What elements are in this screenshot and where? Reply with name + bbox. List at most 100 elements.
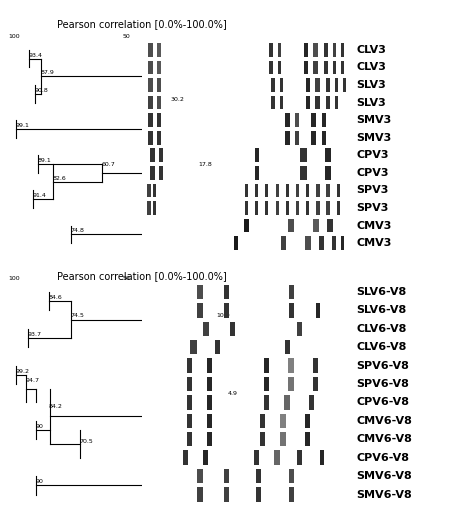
Bar — [316, 183, 320, 197]
Bar — [280, 414, 286, 428]
Bar — [313, 61, 319, 75]
Text: 100: 100 — [8, 276, 20, 281]
Bar — [288, 218, 294, 232]
Bar — [245, 201, 248, 215]
Bar — [146, 183, 151, 197]
Bar — [316, 201, 320, 215]
Text: 89.1: 89.1 — [38, 158, 52, 163]
Bar — [326, 78, 330, 92]
Text: SPV6-V8: SPV6-V8 — [356, 379, 410, 389]
Bar — [326, 183, 330, 197]
Bar — [278, 43, 281, 57]
Bar — [333, 43, 336, 57]
Bar — [333, 61, 336, 75]
Bar — [256, 487, 261, 502]
Bar — [215, 340, 220, 354]
Bar — [255, 183, 258, 197]
Bar — [203, 322, 209, 336]
Text: SPV3: SPV3 — [356, 203, 389, 213]
Bar — [234, 236, 238, 250]
Bar — [309, 395, 314, 410]
Bar — [224, 487, 228, 502]
Bar — [260, 432, 265, 447]
Bar — [157, 43, 161, 57]
Bar — [256, 469, 261, 483]
Text: CLV3: CLV3 — [356, 45, 386, 55]
Text: Pearson correlation [0.0%-100.0%]: Pearson correlation [0.0%-100.0%] — [57, 271, 227, 281]
Bar — [191, 340, 197, 354]
Bar — [157, 61, 161, 75]
Text: SPV3: SPV3 — [356, 186, 389, 195]
Bar — [148, 96, 153, 109]
Bar — [297, 450, 302, 465]
Bar — [286, 201, 289, 215]
Text: CMV6-V8: CMV6-V8 — [356, 434, 412, 444]
Bar — [157, 113, 161, 127]
Bar — [264, 358, 269, 373]
Text: CPV3: CPV3 — [356, 168, 389, 178]
Bar — [153, 201, 156, 215]
Bar — [187, 414, 192, 428]
Bar — [324, 61, 328, 75]
Bar — [157, 131, 161, 144]
Text: 74.8: 74.8 — [70, 228, 84, 233]
Bar — [296, 201, 299, 215]
Bar — [313, 358, 319, 373]
Bar — [306, 96, 310, 109]
Bar — [207, 432, 212, 447]
Bar — [187, 377, 192, 391]
Bar — [315, 96, 320, 109]
Bar — [197, 303, 203, 318]
Bar — [343, 78, 346, 92]
Text: 50: 50 — [123, 34, 130, 40]
Text: SMV3: SMV3 — [356, 133, 392, 143]
Bar — [207, 358, 212, 373]
Bar — [278, 61, 281, 75]
Bar — [313, 43, 319, 57]
Bar — [306, 183, 309, 197]
Bar — [183, 450, 188, 465]
Bar — [207, 395, 212, 410]
Bar — [332, 236, 336, 250]
Bar — [303, 43, 308, 57]
Text: 99.1: 99.1 — [16, 123, 29, 128]
Bar — [301, 149, 307, 162]
Text: SLV6-V8: SLV6-V8 — [356, 305, 407, 315]
Bar — [150, 166, 155, 180]
Bar — [280, 96, 283, 109]
Bar — [197, 469, 203, 483]
Bar — [224, 469, 228, 483]
Bar — [322, 131, 326, 144]
Bar — [285, 113, 290, 127]
Text: 100: 100 — [8, 34, 20, 40]
Text: 50: 50 — [123, 276, 130, 281]
Bar — [328, 218, 333, 232]
Bar — [324, 43, 328, 57]
Text: 94.7: 94.7 — [26, 378, 39, 383]
Bar — [335, 78, 337, 92]
Bar — [224, 285, 228, 299]
Text: CMV3: CMV3 — [356, 221, 392, 230]
Bar — [306, 201, 309, 215]
Text: 99.2: 99.2 — [15, 369, 29, 374]
Bar — [297, 322, 302, 336]
Bar — [288, 358, 294, 373]
Bar — [341, 236, 344, 250]
Bar — [337, 183, 340, 197]
Bar — [271, 96, 275, 109]
Bar — [337, 201, 340, 215]
Bar — [265, 183, 268, 197]
Bar — [255, 149, 259, 162]
Bar — [157, 78, 161, 92]
Text: CMV6-V8: CMV6-V8 — [356, 416, 412, 426]
Bar — [265, 201, 268, 215]
Bar — [335, 96, 337, 109]
Bar — [281, 236, 286, 250]
Bar — [148, 131, 153, 144]
Bar — [288, 377, 294, 391]
Bar — [187, 395, 192, 410]
Text: SLV3: SLV3 — [356, 80, 386, 90]
Bar — [289, 469, 294, 483]
Text: SMV6-V8: SMV6-V8 — [356, 471, 412, 481]
Bar — [269, 43, 273, 57]
